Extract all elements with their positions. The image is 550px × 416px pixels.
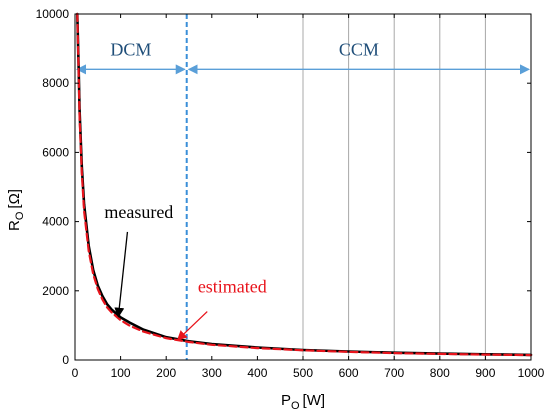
region-label-ccm: CCM	[339, 39, 379, 59]
annotation-arrow-estimated	[176, 311, 208, 341]
region-markers: DCM CCM	[76, 14, 530, 360]
y-tick-label-2000: 2000	[42, 284, 69, 298]
y-tick-label-10000: 10000	[36, 7, 70, 21]
x-axis-title-sub: O	[291, 400, 300, 412]
x-tick-label-0: 0	[72, 366, 79, 380]
axis-ticks: 0 100 200 300 400 500 600 700 800 900 100002000400…	[36, 7, 545, 380]
y-axis-title-sub: O	[14, 211, 26, 220]
annotations: measured estimated	[104, 202, 267, 341]
x-tick-label-800: 800	[430, 366, 450, 380]
y-axis-title-unit: [Ω]	[6, 189, 23, 209]
x-tick-label-500: 500	[293, 366, 313, 380]
annotation-label-measured: measured	[104, 202, 173, 222]
x-axis-title-unit: [W]	[303, 392, 326, 409]
region-label-dcm: DCM	[110, 39, 151, 59]
series-line-measured	[76, 12, 533, 357]
gridlines	[302, 14, 486, 360]
x-tick-label-600: 600	[339, 366, 359, 380]
series-line-estimated	[76, 12, 533, 357]
y-tick-label-8000: 8000	[42, 76, 69, 90]
annotation-label-estimated: estimated	[198, 277, 267, 297]
annotation-arrow-measured	[114, 231, 129, 318]
x-tick-label-300: 300	[202, 366, 222, 380]
y-axis-title-main: R	[6, 220, 23, 231]
x-tick-label-1000: 1000	[518, 366, 545, 380]
series-lines	[76, 12, 533, 357]
x-tick-label-700: 700	[384, 366, 404, 380]
y-tick-label-6000: 6000	[42, 145, 69, 159]
y-tick-label-0: 0	[62, 353, 69, 367]
x-tick-label-900: 900	[475, 366, 495, 380]
x-tick-label-400: 400	[247, 366, 267, 380]
x-tick-label-200: 200	[156, 366, 176, 380]
x-tick-label-100: 100	[111, 366, 131, 380]
y-tick-label-4000: 4000	[42, 215, 69, 229]
y-axis-title: RO [Ω]	[6, 189, 26, 231]
x-axis-title-main: P	[281, 392, 291, 409]
x-axis-title: PO [W]	[281, 392, 325, 412]
